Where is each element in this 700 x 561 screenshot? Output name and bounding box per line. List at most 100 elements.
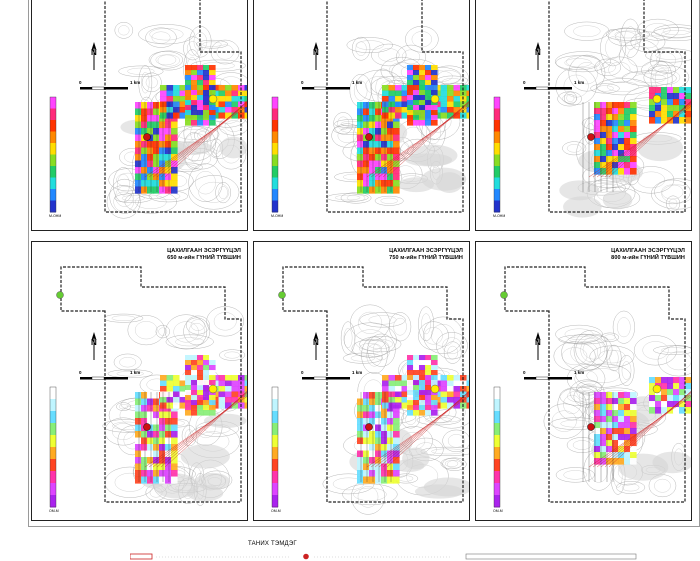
colorbar-swatch (50, 435, 56, 448)
colorbar-swatch (50, 108, 56, 121)
panel-title-line: 750 м-ийн ГҮНИЙ ТҮВШИН (389, 255, 463, 261)
colorbar-swatch (272, 483, 278, 496)
colorbar-swatch (50, 143, 56, 155)
map-panel: N 0 1 km OM-M ЦАХИЛГААН ЭСЭРГҮҮЦЭЛ 800 м-ийн … (475, 241, 692, 521)
colorbar-swatch (50, 459, 56, 472)
colorbar-min-label: OM-M (271, 509, 281, 513)
section-lines (360, 101, 469, 192)
panel-title-line: 650 м-ийн ГҮНИЙ ТҮВШИН (167, 255, 241, 261)
drill-hole-marker (587, 133, 595, 141)
colorbar-swatch (272, 399, 278, 412)
scale-start-label: 0 (523, 80, 526, 85)
location-marker (56, 291, 64, 299)
colorbar-swatch (50, 120, 56, 132)
panel-title: ЦАХИЛГААН ЭСЭРГҮҮЦЭЛ 650 м-ийн ГҮНИЙ ТҮВШ… (167, 248, 241, 262)
target-marker (652, 94, 662, 104)
colorbar-swatch (494, 189, 500, 201)
target-marker (430, 94, 440, 104)
colorbar-frame (49, 96, 57, 213)
colorbar-swatch (494, 97, 500, 109)
panel-title-line: ЦАХИЛГААН ЭСЭРГҮҮЦЭЛ (389, 248, 463, 254)
colorbar-swatch (272, 154, 278, 167)
colorbar-swatch (494, 154, 500, 167)
colorbar-swatch (272, 495, 278, 508)
colorbar-swatch (494, 177, 500, 190)
scale-end-label: 1 km (130, 80, 141, 85)
drill-hole-marker (587, 423, 595, 431)
target-marker (208, 94, 218, 104)
panel-title-line: ЦАХИЛГААН ЭСЭРГҮҮЦЭЛ (167, 248, 241, 254)
panel-title: ЦАХИЛГААН ЭСЭРГҮҮЦЭЛ 800 м-ийн ГҮНИЙ ТҮВШ… (611, 248, 685, 262)
colorbar-swatch (272, 387, 278, 400)
colorbar-swatch (494, 399, 500, 412)
section-lines (360, 391, 469, 482)
colorbar-swatch (50, 447, 56, 460)
colorbar-swatch (494, 143, 500, 155)
colorbar-swatch (272, 459, 278, 472)
colorbar-swatch (494, 447, 500, 460)
scale-start-label: 0 (301, 370, 304, 375)
colorbar-min-label: M-OHM (49, 214, 62, 218)
colorbar-swatch (50, 189, 56, 201)
colorbar-swatch (494, 495, 500, 508)
north-arrow-icon (535, 42, 541, 50)
panel-title: ЦАХИЛГААН ЭСЭРГҮҮЦЭЛ 750 м-ийн ГҮНИЙ ТҮВШ… (389, 248, 463, 262)
scale-start-label: 0 (301, 80, 304, 85)
colorbar-swatch (50, 154, 56, 167)
north-label: N (313, 338, 319, 347)
scale-start-label: 0 (79, 80, 82, 85)
colorbar-swatch (494, 471, 500, 484)
colorbar-swatch (272, 120, 278, 132)
target-marker (430, 384, 440, 394)
colorbar-swatch (494, 423, 500, 436)
colorbar-swatch (272, 108, 278, 121)
section-lines (582, 391, 691, 482)
license-boundary (282, 266, 464, 503)
scale-end-label: 1 km (352, 370, 363, 375)
north-arrow-icon (313, 332, 319, 340)
colorbar-frame (493, 96, 501, 213)
map-panel: N 0 1 km OM-M ЦАХИЛГААН ЭСЭРГҮҮЦЭЛ 750 м-ийн … (253, 241, 470, 521)
scale-end-label: 1 km (574, 80, 585, 85)
colorbar-swatch (494, 108, 500, 121)
north-arrow-icon (313, 42, 319, 50)
map-panel: N 0 1 km M-OHM (31, 0, 248, 231)
colorbar-swatch (272, 435, 278, 448)
scale-bar-segment (535, 86, 549, 90)
colorbar-swatch (272, 143, 278, 155)
drill-hole-marker (143, 423, 151, 431)
north-arrow-icon (535, 332, 541, 340)
target-marker (652, 384, 662, 394)
colorbar-swatch (272, 471, 278, 484)
scale-bar-segment (313, 86, 327, 90)
colorbar-swatch (50, 495, 56, 508)
north-arrow-icon (91, 332, 97, 340)
colorbar-swatch (494, 387, 500, 400)
colorbar-swatch (494, 166, 500, 178)
scale-end-label: 1 km (574, 370, 585, 375)
colorbar-min-label: M-OHM (493, 214, 506, 218)
colorbar-swatch (50, 423, 56, 436)
location-marker (500, 291, 508, 299)
scale-bar-segment (91, 376, 105, 380)
scale-start-label: 0 (523, 370, 526, 375)
drill-hole-marker (365, 423, 373, 431)
legend-symbols (129, 553, 637, 560)
colorbar-swatch (272, 166, 278, 178)
map-panel: N 0 1 km M-OHM (253, 0, 470, 231)
colorbar-swatch (50, 200, 56, 213)
license-boundary (60, 266, 242, 503)
colorbar-swatch (50, 387, 56, 400)
legend-strip (129, 553, 690, 560)
panel-title-line: ЦАХИЛГААН ЭСЭРГҮҮЦЭЛ (611, 248, 685, 254)
scale-bar-segment (313, 376, 327, 380)
colorbar-swatch (50, 399, 56, 412)
colorbar-min-label: OM-M (493, 509, 503, 513)
colorbar-swatch (50, 97, 56, 109)
colorbar-swatch (272, 189, 278, 201)
colorbar-min-label: M-OHM (271, 214, 284, 218)
colorbar-swatch (272, 411, 278, 424)
section-lines (138, 101, 247, 192)
scale-start-label: 0 (79, 370, 82, 375)
colorbar-swatch (494, 200, 500, 213)
